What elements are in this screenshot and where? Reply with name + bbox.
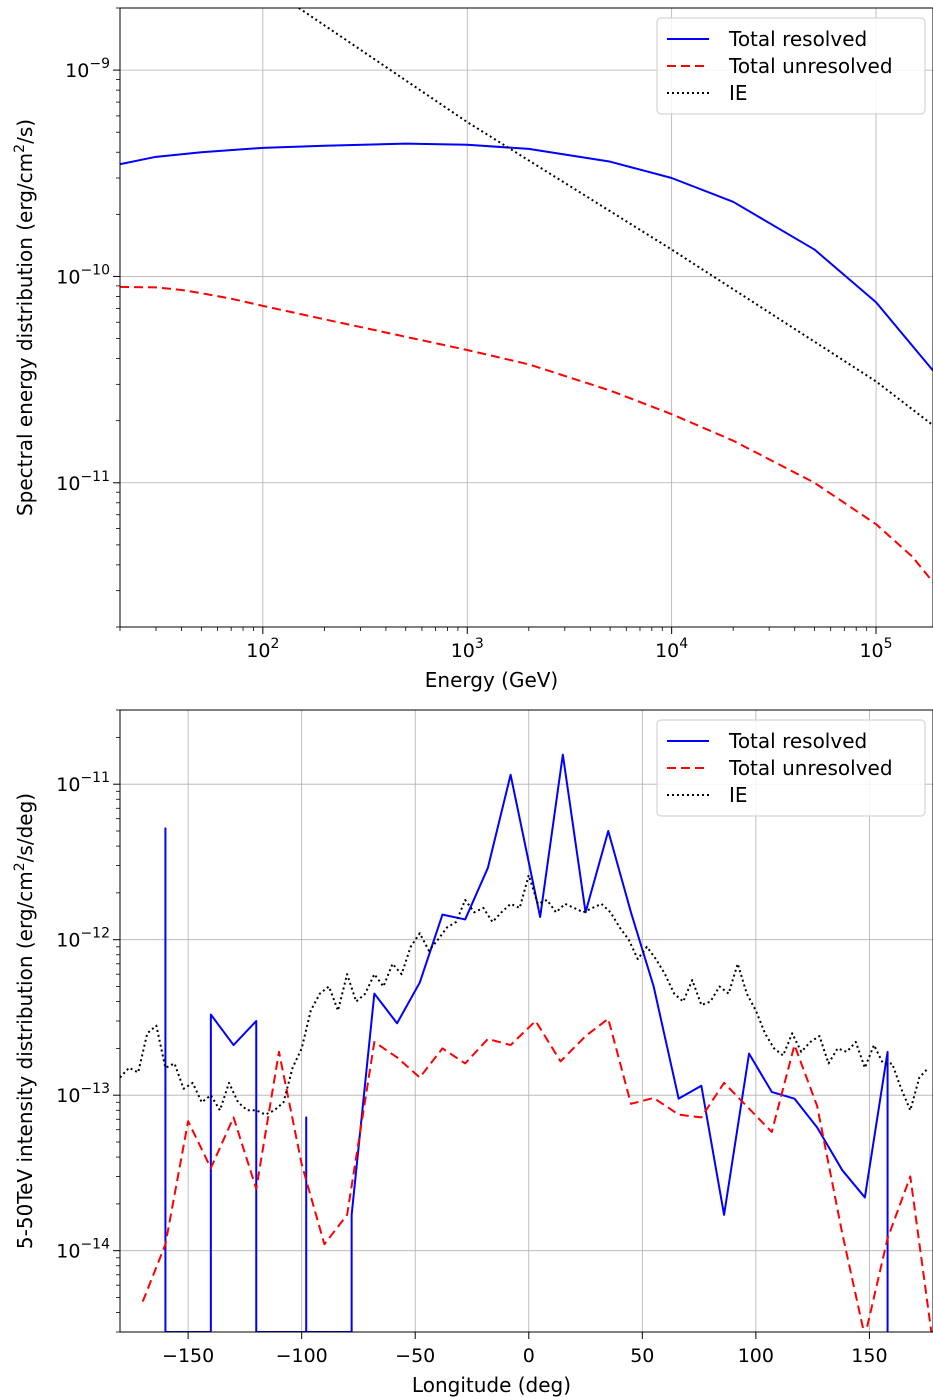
legend-label: Total resolved bbox=[728, 27, 867, 51]
x-tick-label: 0 bbox=[523, 1345, 535, 1367]
x-tick-label: 100 bbox=[738, 1345, 774, 1367]
x-tick-label: 104 bbox=[655, 636, 688, 662]
series-group bbox=[120, 753, 933, 1332]
legend-label: Total unresolved bbox=[728, 54, 893, 78]
series-line-0 bbox=[164, 753, 889, 1332]
series-line-0 bbox=[120, 142, 933, 372]
x-tick-label: 50 bbox=[630, 1345, 654, 1367]
legend: Total resolved Total unresolved IE bbox=[656, 17, 926, 115]
legend-box bbox=[656, 719, 926, 817]
plot-frame bbox=[119, 709, 933, 1333]
y-tick-label: 10−14 bbox=[56, 1237, 110, 1263]
x-tick-label: 150 bbox=[851, 1345, 887, 1367]
y-tick-label: 10−12 bbox=[56, 926, 110, 952]
legend: Total resolved Total unresolved IE bbox=[656, 719, 926, 817]
x-tick-label: 102 bbox=[246, 636, 279, 662]
x-tick-label: −100 bbox=[276, 1345, 328, 1367]
series-line-1 bbox=[120, 285, 933, 583]
series-line-1 bbox=[141, 1017, 933, 1332]
legend-label: IE bbox=[729, 81, 748, 105]
y-axis-label: Spectral energy distribution (erg/cm2/s) bbox=[12, 119, 37, 516]
x-tick-label: 105 bbox=[859, 636, 892, 662]
x-tick-label: −50 bbox=[395, 1345, 435, 1367]
legend-label: IE bbox=[729, 783, 748, 807]
y-tick-label: 10−11 bbox=[56, 770, 110, 796]
series-line-2 bbox=[298, 8, 933, 427]
series-group bbox=[120, 8, 933, 583]
legend-box bbox=[656, 17, 926, 115]
minor-ticks bbox=[116, 709, 120, 1333]
sed-chart: 102 103 104 105 10−11 10−10 10−9 Energy (GeV) Sp… bbox=[12, 7, 933, 692]
legend-label: Total unresolved bbox=[728, 756, 893, 780]
y-tick-label: 10−11 bbox=[56, 469, 110, 495]
plot-frame bbox=[119, 7, 933, 628]
x-axis-label: Longitude (deg) bbox=[412, 1373, 571, 1397]
y-tick-label: 10−10 bbox=[56, 262, 110, 288]
x-tick-label: −150 bbox=[162, 1345, 214, 1367]
x-tick-label: 103 bbox=[451, 636, 484, 662]
legend-label: Total resolved bbox=[728, 729, 867, 753]
y-axis-label: 5-50TeV intensity distribution (erg/cm2/… bbox=[12, 793, 37, 1249]
y-tick-label: 10−9 bbox=[65, 56, 110, 82]
minor-ticks bbox=[116, 7, 868, 631]
longitude-chart: −150 −100 −50 0 50 100 150 10−14 10−13 10−12 10−11… bbox=[12, 709, 933, 1397]
series-line-2 bbox=[120, 874, 930, 1116]
y-tick-label: 10−13 bbox=[56, 1081, 110, 1107]
x-axis-label: Energy (GeV) bbox=[425, 668, 558, 692]
